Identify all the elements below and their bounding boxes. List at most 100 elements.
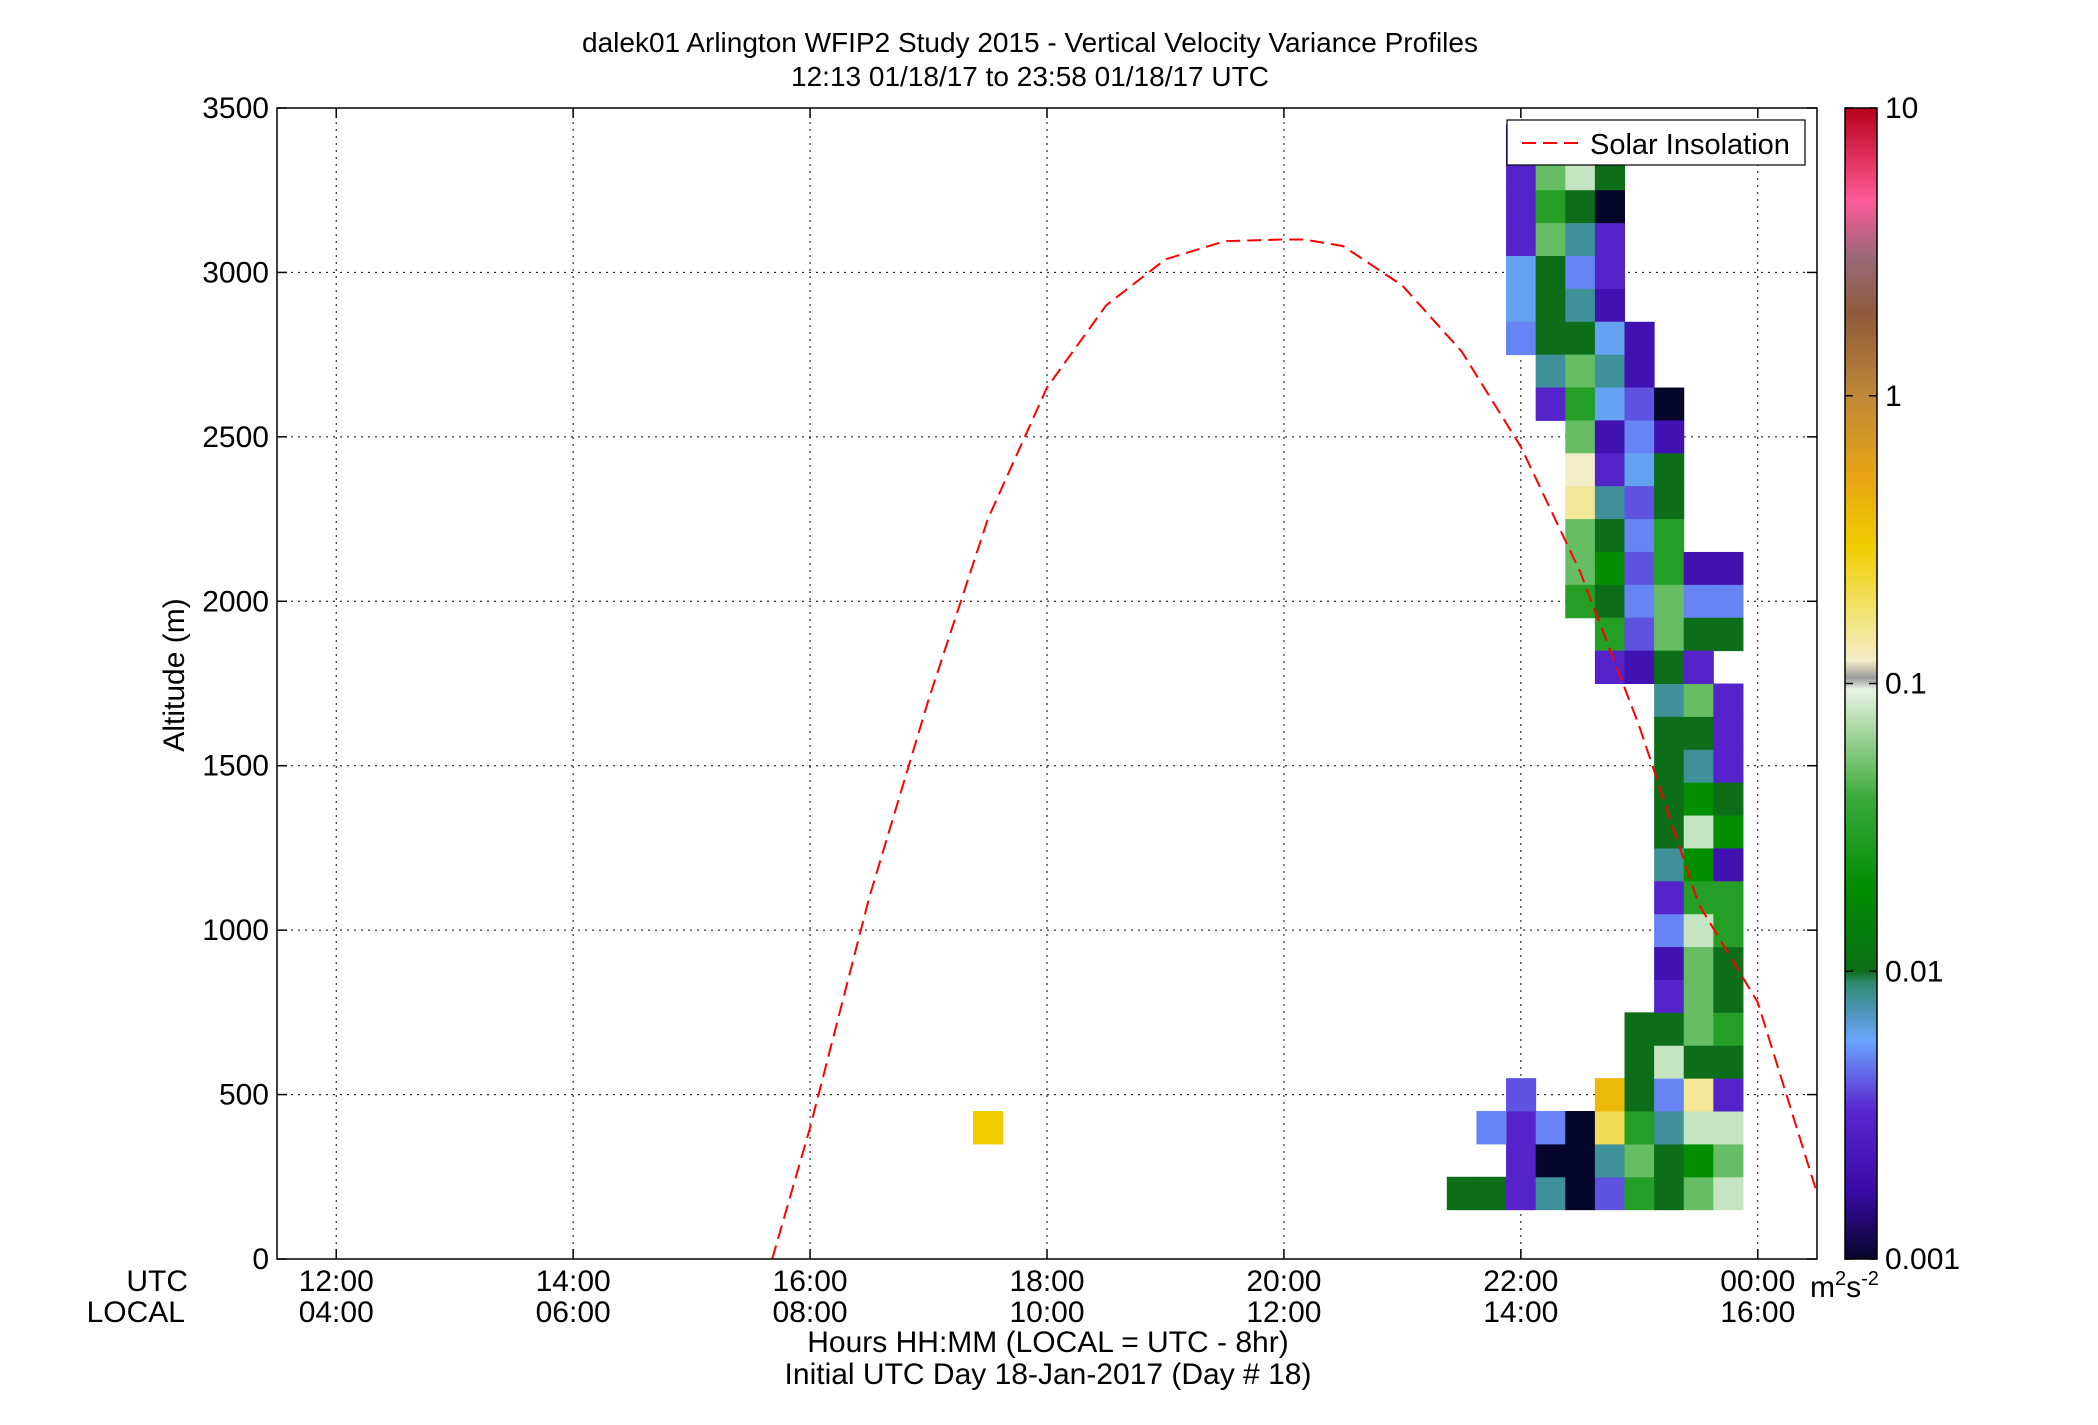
- heatmap-cell-130: [1654, 387, 1685, 421]
- heatmap-cell-67: [1713, 749, 1744, 783]
- heatmap-cell-66: [1713, 782, 1744, 816]
- heatmap-cell-31: [1654, 880, 1685, 915]
- heatmap-cell-71: [1506, 1078, 1537, 1112]
- heatmap-cell-113: [1594, 486, 1625, 520]
- heatmap-cell-76: [1506, 255, 1537, 290]
- heatmap-cell-64: [1713, 847, 1744, 882]
- heatmap-cell-81: [1535, 190, 1566, 224]
- heatmap-cell-116: [1594, 584, 1625, 619]
- heatmap-cell-78: [1506, 321, 1537, 356]
- x-tick-label-local-04:00: 04:00: [299, 1296, 374, 1329]
- heatmap-cell-82: [1535, 223, 1566, 257]
- heatmap-cell-5: [1506, 1111, 1537, 1145]
- heatmap-cell-36: [1654, 716, 1685, 750]
- heatmap-cell-43: [1683, 1012, 1714, 1046]
- colorbar-unit-exp2: -2: [1861, 1268, 1879, 1290]
- heatmap-cell-142: [1683, 650, 1714, 684]
- heatmap-cell-9: [1565, 1176, 1596, 1211]
- y-tick-label-1500: 1500: [202, 750, 269, 783]
- y-tick-label-2500: 2500: [202, 421, 269, 454]
- heatmap-cell-110: [1594, 387, 1625, 421]
- y-axis-ticks: 0 500 1000 1500 2000 2500 3000 3500: [202, 92, 1817, 1276]
- heatmap-cell-33: [1654, 815, 1685, 849]
- heatmap-cell-49: [1683, 815, 1714, 849]
- x-tick-label-utc-22:00: 22:00: [1483, 1265, 1558, 1298]
- y-axis-label: Altitude (m): [158, 598, 191, 751]
- heatmap-cell-97: [1565, 420, 1596, 454]
- heatmap-cell-2: [1476, 1176, 1507, 1211]
- heatmap-cell-94: [1565, 321, 1596, 356]
- heatmap-cell-68: [1713, 716, 1744, 750]
- colorbar-tick-label-0.01: 0.01: [1885, 955, 1943, 988]
- colorbar-tick-label-0.001: 0.001: [1885, 1243, 1960, 1276]
- heatmap-cell-19: [1624, 1078, 1655, 1112]
- heatmap-cell-126: [1624, 551, 1655, 586]
- heatmap-cell-41: [1683, 1078, 1714, 1112]
- heatmap-cell-98: [1565, 453, 1596, 487]
- heatmap-cell-16: [1624, 1176, 1655, 1211]
- heatmap-cell-131: [1654, 420, 1685, 454]
- heatmap-cell-107: [1594, 288, 1625, 323]
- heatmap-cell-10: [1565, 1143, 1596, 1178]
- heatmap-cell-32: [1654, 847, 1685, 882]
- x-row-label-local: LOCAL: [87, 1296, 185, 1329]
- heatmap-cell-123: [1624, 453, 1655, 487]
- heatmap-cell-50: [1683, 782, 1714, 816]
- heatmap-cell-115: [1594, 551, 1625, 586]
- x-row-label-utc: UTC: [126, 1265, 188, 1298]
- heatmap-cell-128: [1624, 617, 1655, 652]
- x-tick-label-utc-12:00: 12:00: [299, 1265, 374, 1298]
- heatmap-cell-23: [1654, 1143, 1685, 1178]
- chart-subtitle: 12:13 01/18/17 to 23:58 01/18/17 UTC: [791, 61, 1269, 92]
- colorbar-ticks: 0.001 0.01 0.1 1 10: [1845, 92, 1960, 1276]
- heatmap-cell-1: [1446, 1176, 1477, 1211]
- heatmap-cell-20: [1624, 1045, 1655, 1079]
- heatmap-cell-138: [1654, 650, 1685, 684]
- x-tick-label-utc-00:00: 00:00: [1720, 1265, 1795, 1298]
- heatmap-cell-77: [1506, 288, 1537, 323]
- heatmap-cell-27: [1654, 1012, 1685, 1046]
- heatmap-cell-69: [1713, 683, 1744, 717]
- heatmap-cell-132: [1654, 453, 1685, 487]
- heatmap-cell-125: [1624, 519, 1655, 553]
- heatmap-cell-102: [1565, 584, 1596, 619]
- heatmap-cells: [972, 124, 1744, 1211]
- heatmap-cell-134: [1654, 519, 1685, 553]
- heatmap-cell-141: [1683, 617, 1714, 652]
- grid-lines: [277, 108, 1817, 1259]
- heatmap-cell-29: [1654, 946, 1685, 980]
- y-tick-label-500: 500: [219, 1079, 269, 1112]
- heatmap-cell-4: [1506, 1143, 1537, 1178]
- heatmap-cell-28: [1654, 979, 1685, 1013]
- heatmap-cell-100: [1565, 519, 1596, 553]
- heatmap-cell-139: [1683, 551, 1714, 586]
- heatmap-cell-145: [1713, 617, 1744, 652]
- x-tick-label-utc-14:00: 14:00: [536, 1265, 611, 1298]
- heatmap-cell-26: [1654, 1045, 1685, 1079]
- heatmap-cell-11: [1565, 1111, 1596, 1145]
- heatmap-cell-3: [1506, 1176, 1537, 1211]
- heatmap-cell-0: [972, 1111, 1004, 1145]
- y-tick-label-1000: 1000: [202, 914, 269, 947]
- colorbar-unit-m: m: [1810, 1271, 1835, 1304]
- heatmap-cell-38: [1683, 1176, 1714, 1211]
- heatmap-cell-63: [1713, 880, 1744, 915]
- heatmap-cell-21: [1624, 1012, 1655, 1046]
- heatmap-cell-108: [1594, 321, 1625, 356]
- heatmap-cell-53: [1683, 683, 1714, 717]
- legend-entry-solar-insolation: Solar Insolation: [1590, 129, 1790, 161]
- colorbar-tick-label-1: 1: [1885, 380, 1902, 413]
- heatmap-cell-120: [1624, 354, 1655, 389]
- legend: Solar Insolation: [1506, 119, 1806, 166]
- heatmap-cell-58: [1713, 1045, 1744, 1079]
- colorbar-unit-exp1: 2: [1835, 1268, 1846, 1290]
- heatmap-cell-65: [1713, 815, 1744, 849]
- heatmap-cell-25: [1654, 1078, 1685, 1112]
- heatmap-cell-7: [1535, 1143, 1566, 1178]
- heatmap-cell-8: [1535, 1111, 1566, 1145]
- x-axis-label: Hours HH:MM (LOCAL = UTC - 8hr): [807, 1326, 1288, 1359]
- heatmap-cell-135: [1654, 551, 1685, 586]
- heatmap-cell-46: [1683, 913, 1714, 948]
- heatmap-cell-106: [1594, 255, 1625, 290]
